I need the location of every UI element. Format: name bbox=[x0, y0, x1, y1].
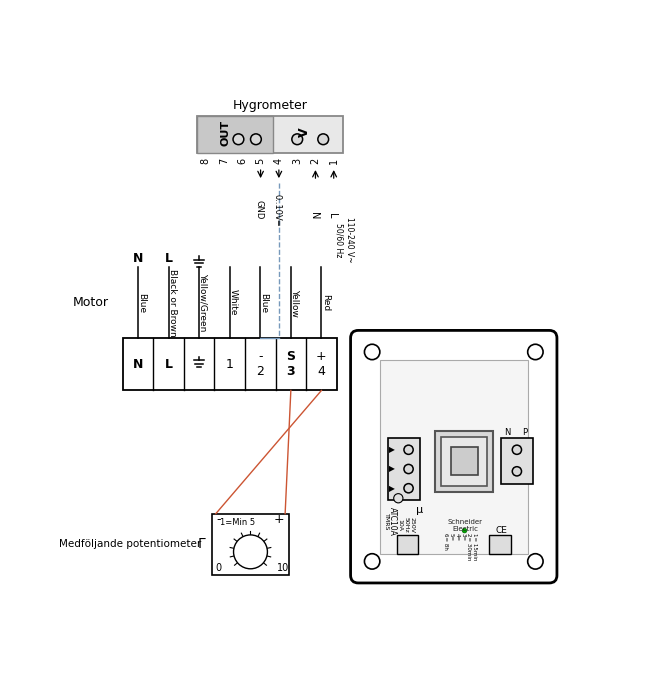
Text: -
2: - 2 bbox=[257, 350, 264, 378]
Text: ATC10A: ATC10A bbox=[388, 507, 397, 536]
Text: Motor: Motor bbox=[73, 296, 109, 309]
Text: N: N bbox=[133, 251, 143, 265]
Circle shape bbox=[404, 484, 413, 493]
Text: GND: GND bbox=[255, 199, 264, 219]
Circle shape bbox=[251, 134, 261, 145]
Text: +: + bbox=[273, 513, 284, 526]
Text: 3: 3 bbox=[292, 158, 302, 164]
Circle shape bbox=[233, 535, 268, 569]
Circle shape bbox=[318, 134, 329, 145]
Text: N: N bbox=[309, 212, 319, 219]
Circle shape bbox=[404, 464, 413, 474]
Text: OUT: OUT bbox=[220, 120, 231, 146]
Bar bbox=[212, 514, 289, 575]
Text: ▶: ▶ bbox=[389, 484, 395, 493]
Text: -: - bbox=[216, 513, 221, 526]
Text: Blue: Blue bbox=[260, 293, 269, 313]
Circle shape bbox=[527, 344, 543, 360]
Text: 0: 0 bbox=[215, 563, 221, 573]
Bar bbox=[397, 536, 419, 554]
Bar bbox=[196, 116, 273, 153]
Text: V: V bbox=[298, 127, 311, 136]
Bar bbox=[380, 360, 527, 554]
Text: N: N bbox=[504, 428, 511, 437]
Circle shape bbox=[513, 445, 522, 454]
Bar bbox=[196, 116, 343, 153]
Text: 110-240 V~
50/60 Hz: 110-240 V~ 50/60 Hz bbox=[335, 218, 354, 263]
Text: L: L bbox=[165, 358, 172, 371]
Text: 7: 7 bbox=[219, 158, 229, 164]
Text: Black or Brown: Black or Brown bbox=[168, 269, 177, 337]
Text: Red: Red bbox=[321, 294, 330, 312]
Text: 10: 10 bbox=[277, 563, 289, 573]
Circle shape bbox=[364, 344, 380, 360]
Bar bbox=[435, 430, 493, 492]
Bar bbox=[122, 338, 337, 391]
Text: Γ: Γ bbox=[198, 538, 206, 552]
Text: 6: 6 bbox=[237, 158, 248, 164]
Bar bbox=[501, 438, 533, 484]
Text: 5: 5 bbox=[255, 158, 266, 164]
Text: P: P bbox=[522, 428, 527, 437]
Text: ▶: ▶ bbox=[389, 465, 395, 473]
Text: White: White bbox=[229, 289, 238, 316]
Text: ▶: ▶ bbox=[389, 445, 395, 454]
Text: +
4: + 4 bbox=[316, 350, 327, 378]
Circle shape bbox=[513, 467, 522, 476]
Text: 8: 8 bbox=[201, 158, 211, 164]
Text: Hygrometer: Hygrometer bbox=[232, 99, 307, 112]
Text: 1=Min 5: 1=Min 5 bbox=[220, 519, 255, 527]
Text: 1= 15min
2= 30min
3=
4=
5=
6= 8h: 1= 15min 2= 30min 3= 4= 5= 6= 8h bbox=[443, 533, 477, 560]
Text: L: L bbox=[165, 251, 172, 265]
Circle shape bbox=[292, 134, 303, 145]
Text: CE: CE bbox=[496, 526, 507, 535]
Text: 4: 4 bbox=[274, 158, 284, 164]
Text: N: N bbox=[133, 358, 143, 371]
Circle shape bbox=[233, 134, 244, 145]
Text: 250V
50Hz
10A: 250V 50Hz 10A bbox=[398, 517, 414, 533]
Text: Blue: Blue bbox=[137, 293, 146, 313]
Text: TMRS: TMRS bbox=[384, 512, 389, 530]
Text: Schneider
Electric: Schneider Electric bbox=[448, 519, 483, 532]
Text: 1: 1 bbox=[329, 158, 339, 164]
Text: 1: 1 bbox=[226, 358, 234, 371]
Text: L: L bbox=[327, 213, 337, 218]
Circle shape bbox=[462, 528, 467, 533]
Bar bbox=[441, 437, 487, 486]
Bar bbox=[450, 447, 478, 475]
Text: 0..10V═: 0..10V═ bbox=[273, 194, 282, 225]
Circle shape bbox=[394, 494, 403, 503]
Bar bbox=[388, 438, 420, 500]
Text: Medföljande potentiometer: Medföljande potentiometer bbox=[59, 540, 201, 550]
FancyBboxPatch shape bbox=[351, 330, 557, 583]
Circle shape bbox=[404, 445, 413, 454]
Text: μ: μ bbox=[416, 505, 423, 514]
Text: S
3: S 3 bbox=[286, 350, 295, 378]
Bar bbox=[196, 116, 273, 153]
Bar bbox=[489, 536, 511, 554]
Text: Yellow: Yellow bbox=[290, 288, 299, 316]
Text: 2: 2 bbox=[310, 158, 321, 164]
Circle shape bbox=[364, 554, 380, 569]
Circle shape bbox=[527, 554, 543, 569]
Text: Yellow/Green: Yellow/Green bbox=[198, 274, 207, 332]
